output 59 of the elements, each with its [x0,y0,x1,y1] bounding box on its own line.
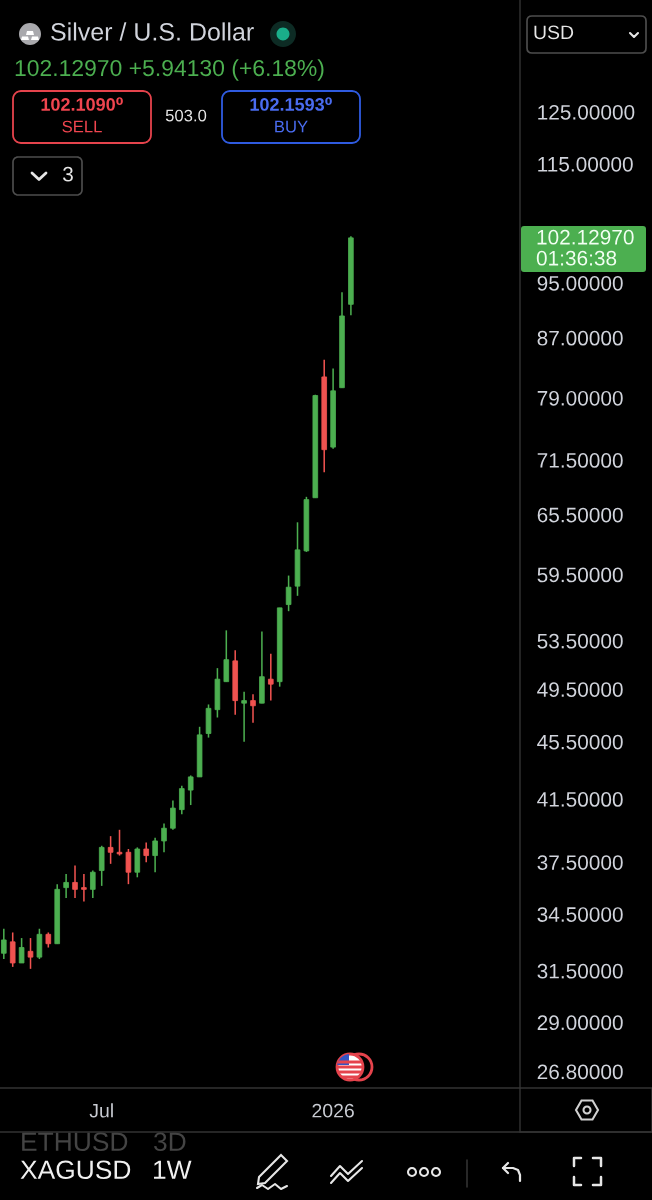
candlestick [143,841,149,863]
candlestick [27,937,34,970]
y-tick-label: 41.50000 [537,792,623,807]
candlestick [170,799,176,831]
text: 1W [154,1160,192,1179]
text: ETHUSD [22,1132,128,1152]
y-tick-label: 115.00000 [538,156,633,172]
y-tick-label: 45.50000 [537,734,623,750]
y-tick-label: 26.80000 [537,1064,623,1080]
candlestick [179,784,185,815]
y-tick-label: 79.00000 [537,390,623,406]
candlestick [18,937,25,964]
annotation: 3 [63,166,73,182]
annotation: 102.1090⁰ [41,97,123,111]
candlestick [36,927,43,960]
y-tick-label: 49.50000 [537,682,623,697]
y-tick-label: 53.50000 [537,633,623,649]
candlestick [241,690,247,743]
y-tick-label: 125.00000 [538,104,635,120]
text: 102.12970 [537,229,634,245]
annotation: SELL [62,120,102,133]
candlestick [125,848,132,885]
candlestick [161,822,167,854]
candlestick [223,629,230,683]
candlestick [90,869,96,899]
x-tick-label: Jul [89,1103,113,1118]
y-tick-label: 31.50000 [537,963,623,979]
annotation: 503.0 [165,109,207,122]
text: XAGUSD [20,1160,131,1180]
y-tick-label: 37.50000 [537,855,623,870]
text: Silver / U.S. Dollar [51,22,254,41]
candlestick [116,829,123,857]
text: 102.12970 +5.94130 (+6.18%) [15,59,324,81]
candlestick [63,873,69,899]
text: USD [534,25,574,40]
x-tick-label: 2026 [312,1103,354,1118]
annotation: 102.1593⁰ [250,97,332,111]
y-tick-label: 65.50000 [537,507,623,523]
candlestick [134,846,141,879]
candlestick [285,574,292,612]
candlestick [1,927,7,960]
candlestick [152,836,158,873]
candlestick [107,835,114,865]
candlestick [187,774,194,806]
y-tick-label: 71.50000 [537,453,623,468]
candlestick [98,845,105,887]
text: 3D [154,1132,186,1152]
y-tick-label: 87.00000 [537,330,623,346]
candlestick [9,931,16,968]
y-tick-label: 29.00000 [537,1015,623,1031]
candlestick [72,864,78,899]
text: 01:36:38 [536,250,617,266]
annotation: BUY [275,120,308,133]
y-tick-label: 59.50000 [537,567,623,583]
y-tick-label: 34.50000 [537,907,623,922]
candlestick [250,693,256,724]
y-tick-label: 95.00000 [537,275,623,291]
candlestick [268,652,274,702]
candlestick [81,873,87,903]
